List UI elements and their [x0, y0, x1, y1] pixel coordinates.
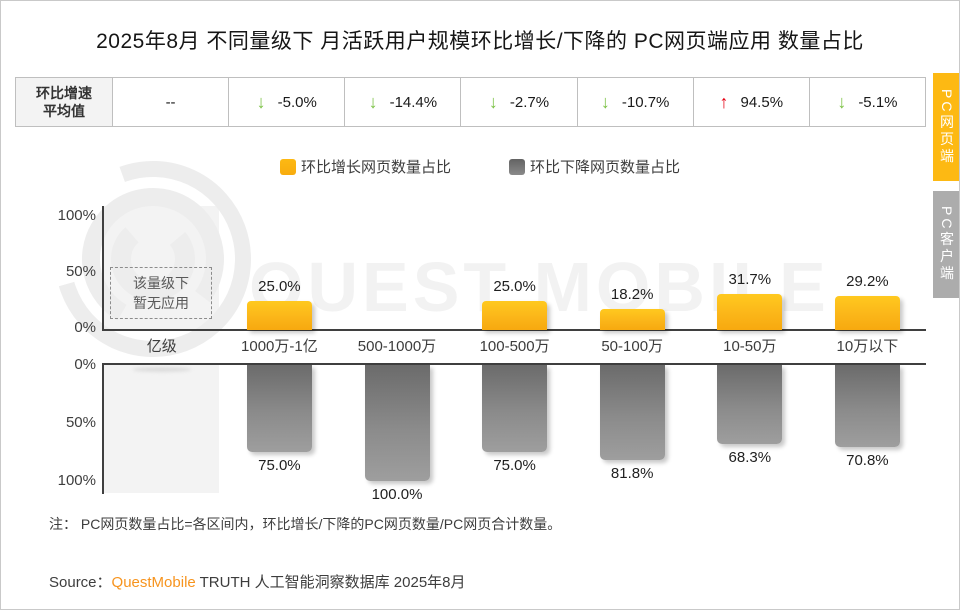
avg-growth-cell: ↓ -10.7%	[576, 78, 693, 126]
down-arrow-icon: ↓	[837, 92, 847, 112]
source-prefix: Source：	[49, 574, 112, 591]
avg-growth-cell: --	[112, 78, 228, 126]
up-arrow-icon: ↑	[719, 92, 729, 112]
source-brand: QuestMobile	[111, 574, 196, 591]
avg-growth-header-line1: 环比增速	[36, 85, 92, 101]
questmobile-logo-watermark	[55, 161, 251, 357]
avg-growth-cells-row: -- ↓ -5.0% ↓ -14.4% ↓ -2.7% ↓ -10.7% ↑ 94.5% ↓ -5.1%	[112, 78, 925, 126]
avg-growth-value: -2.7%	[509, 93, 550, 111]
bottom-chart-baseline	[102, 363, 926, 365]
tab-pc-client[interactable]: PC客户端	[933, 191, 959, 298]
growth-bar	[834, 296, 900, 330]
down-arrow-icon: ↓	[368, 92, 378, 112]
growth-bar	[599, 309, 665, 330]
source-suffix: TRUTH 人工智能洞察数据库 2025年8月	[195, 574, 466, 591]
growth-bar	[717, 293, 783, 330]
questmobile-text-watermark: QUEST MOBILE	[249, 248, 830, 326]
top-axis-tick-50: 50%	[65, 263, 96, 280]
top-axis-tick-100: 100%	[57, 207, 96, 224]
down-arrow-icon: ↓	[256, 92, 266, 112]
avg-growth-cell: ↑ 94.5%	[692, 78, 809, 126]
growth-bar-value: 29.2%	[846, 273, 889, 291]
avg-growth-value: 94.5%	[740, 93, 784, 111]
decline-bar-value: 68.3%	[728, 449, 772, 467]
decline-bar	[364, 365, 430, 481]
avg-growth-cell: ↓ -5.1%	[808, 78, 925, 126]
growth-bar	[246, 301, 312, 330]
growth-swatch-icon	[279, 158, 296, 175]
decline-bar-value: 100.0%	[371, 486, 423, 503]
footnote: 注： PC网页数量占比=各区间内，环比增长/下降的PC网页数量/PC网页合计数量…	[49, 516, 562, 532]
avg-growth-table: 环比增速 平均值 -- ↓ -5.0% ↓ -14.4% ↓ -2.7% ↓ -10.7% ↑ 94…	[15, 77, 926, 127]
avg-growth-value: -5.0%	[277, 93, 317, 111]
decline-bar-value: 70.8%	[846, 452, 889, 470]
category-label: 500-1000万	[357, 338, 437, 355]
avg-growth-cell: ↓ -2.7%	[460, 78, 576, 126]
empty-bar-shadow	[133, 367, 191, 372]
category-label: 亿级	[146, 338, 177, 355]
decline-bar	[246, 365, 312, 452]
growth-bar-value: 31.7%	[728, 270, 772, 288]
legend-growth-label: 环比增长网页数量占比	[300, 159, 451, 176]
bottom-axis-tick-50: 50%	[65, 414, 96, 431]
top-chart-baseline	[102, 329, 926, 331]
avg-growth-value: --	[165, 93, 176, 111]
decline-bar	[834, 365, 900, 448]
category-label: 1000万-1亿	[241, 338, 318, 355]
top-chart-y-axis	[102, 206, 104, 331]
category-label: 10-50万	[723, 338, 777, 355]
legend-decline-label: 环比下降网页数量占比	[530, 159, 681, 176]
source-line: Source：QuestMobile TRUTH 人工智能洞察数据库 2025年…	[49, 571, 466, 592]
avg-growth-value: -5.1%	[858, 93, 898, 111]
down-arrow-icon: ↓	[600, 92, 610, 112]
category-label: 10万以下	[836, 338, 899, 355]
decline-bar-value: 81.8%	[610, 464, 654, 482]
growth-bar-value: 25.0%	[258, 278, 301, 296]
decline-bar-value: 75.0%	[493, 457, 536, 474]
growth-bar	[482, 301, 548, 330]
empty-annotation-line1: 该量级下	[133, 275, 189, 291]
bottom-axis-tick-100: 100%	[57, 472, 96, 489]
avg-growth-table-header: 环比增速 平均值	[16, 78, 112, 126]
avg-growth-cell: ↓ -14.4%	[344, 78, 460, 126]
decline-bar	[599, 365, 665, 460]
decline-bar	[717, 365, 783, 445]
legend-item-decline: 环比下降网页数量占比	[509, 156, 680, 177]
avg-growth-value: -10.7%	[621, 93, 670, 111]
growth-bar-value: 18.2%	[610, 286, 654, 304]
top-axis-tick-0: 0%	[74, 319, 96, 336]
empty-annotation-line2: 暂无应用	[133, 295, 189, 311]
empty-category-band-bottom	[104, 365, 219, 493]
empty-category-annotation: 该量级下 暂无应用	[110, 267, 212, 319]
decline-bar	[482, 365, 548, 452]
avg-growth-header-line2: 平均值	[43, 103, 85, 119]
down-arrow-icon: ↓	[488, 92, 498, 112]
category-label: 50-100万	[601, 338, 664, 355]
chart-legend: 环比增长网页数量占比 环比下降网页数量占比	[1, 156, 959, 177]
legend-item-growth: 环比增长网页数量占比	[279, 156, 451, 177]
bottom-axis-tick-0: 0%	[74, 356, 96, 373]
decline-bar-value: 75.0%	[258, 457, 301, 474]
tab-pc-web[interactable]: PC网页端	[933, 73, 959, 181]
avg-growth-cell: ↓ -5.0%	[228, 78, 344, 126]
growth-bar-value: 25.0%	[493, 278, 536, 296]
page-title: 2025年8月 不同量级下 月活跃用户规模环比增长/下降的 PC网页端应用 数量…	[96, 30, 864, 53]
decline-swatch-icon	[509, 158, 525, 175]
bottom-chart-y-axis	[102, 364, 104, 494]
avg-growth-value: -14.4%	[389, 93, 438, 111]
category-label: 100-500万	[479, 338, 550, 355]
